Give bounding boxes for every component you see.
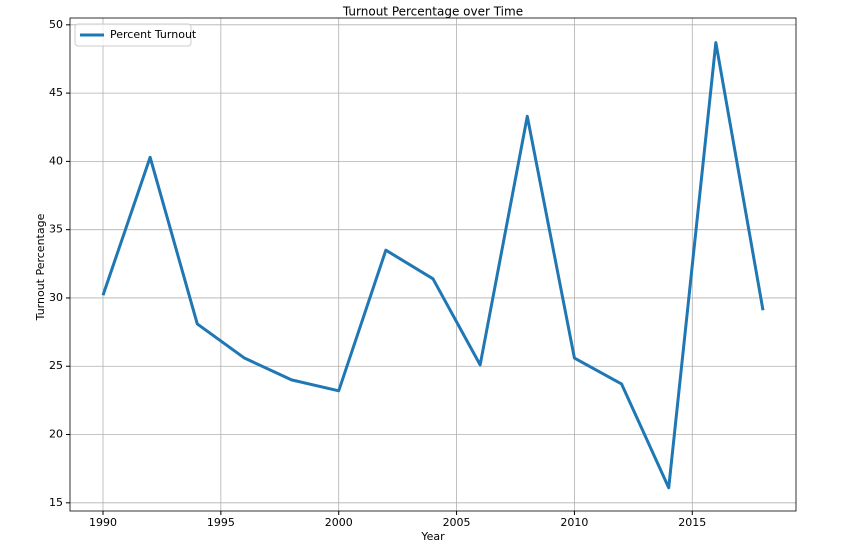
y-tick-label: 35 — [49, 223, 63, 236]
legend-box — [74, 23, 192, 47]
y-axis-label: Turnout Percentage — [34, 213, 47, 321]
x-tick-label: 2000 — [325, 516, 353, 529]
x-axis-label: Year — [420, 530, 445, 543]
y-tick-label: 25 — [49, 359, 63, 372]
y-tick-label: 30 — [49, 291, 63, 304]
y-tick-label: 45 — [49, 86, 63, 99]
y-tick-label: 50 — [49, 18, 63, 31]
chart-title: Turnout Percentage over Time — [342, 5, 523, 19]
data-line — [101, 41, 765, 490]
plot-frame — [69, 17, 797, 512]
y-tick-label: 15 — [49, 496, 63, 509]
y-tick-label: 40 — [49, 154, 63, 167]
legend-label: Percent Turnout — [110, 28, 197, 41]
x-tick-label: 2005 — [443, 516, 471, 529]
x-tick-label: 2015 — [678, 516, 706, 529]
x-tick-label: 2010 — [560, 516, 588, 529]
y-tick-label: 20 — [49, 428, 63, 441]
x-tick-label: 1995 — [207, 516, 235, 529]
x-tick-label: 1990 — [89, 516, 117, 529]
